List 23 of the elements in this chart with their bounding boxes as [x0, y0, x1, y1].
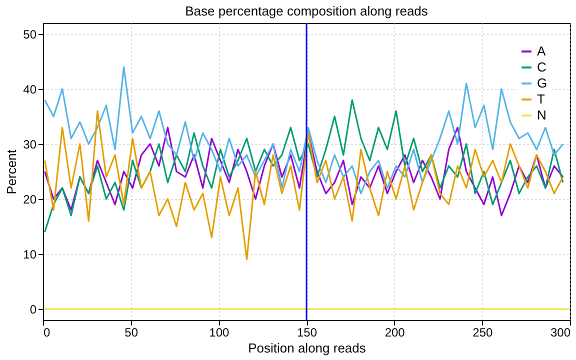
y-tick-label: 30	[23, 138, 37, 152]
line-series	[44, 126, 564, 216]
chart-title: Base percentage composition along reads	[185, 3, 428, 18]
y-tick-label: 50	[23, 28, 37, 42]
x-tick-label: 300	[550, 326, 571, 340]
legend-label: N	[537, 108, 546, 122]
x-tick-label: 50	[124, 326, 138, 340]
line-series	[44, 110, 564, 260]
y-axis-title: Percent	[4, 149, 20, 194]
legend-label: C	[537, 60, 546, 74]
legend-label: T	[537, 92, 545, 106]
y-tick-label: 10	[23, 248, 37, 262]
y-tick-label: 40	[23, 82, 37, 96]
y-tick-label: 0	[30, 302, 37, 316]
x-tick-label: 100	[209, 326, 230, 340]
x-tick-label: 250	[472, 326, 493, 340]
legend-label: A	[537, 44, 546, 58]
y-tick-label: 20	[23, 192, 37, 206]
x-axis-title: Position along reads	[248, 340, 366, 356]
x-tick-label: 0	[44, 326, 50, 340]
x-tick-label: 150	[296, 326, 318, 340]
x-tick-label: 200	[384, 326, 406, 340]
legend-label: G	[537, 76, 548, 90]
